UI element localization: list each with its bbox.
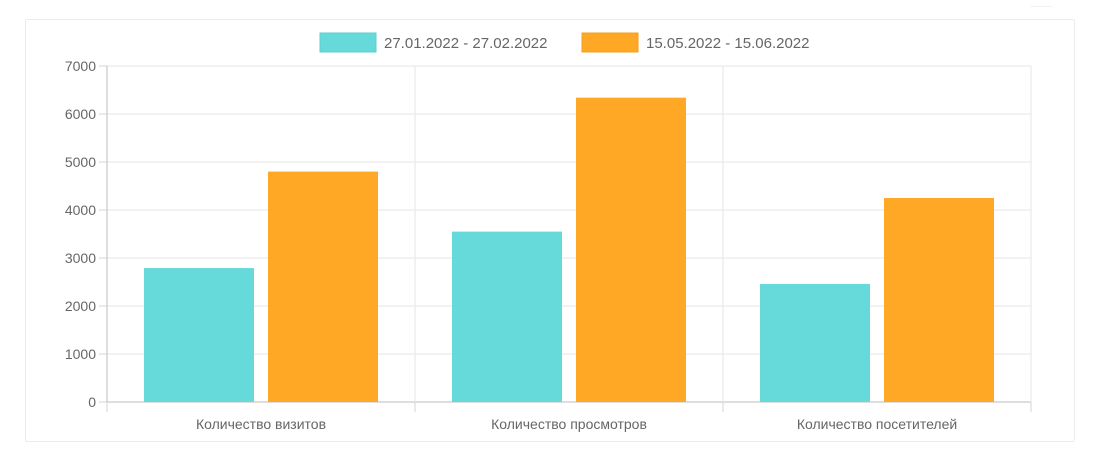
x-tick-label: Количество визитов: [196, 416, 326, 432]
bar: [268, 171, 378, 402]
bar: [576, 97, 686, 403]
y-tick-label: 5000: [65, 154, 96, 170]
chart-bars: [144, 97, 994, 403]
y-tick-label: 2000: [65, 298, 96, 314]
x-tick-label: Количество просмотров: [491, 416, 647, 432]
y-tick-label: 6000: [65, 106, 96, 122]
y-tick-label: 1000: [65, 346, 96, 362]
y-axis: 0 1000 2000 3000 4000 5000 6000 7000: [65, 58, 96, 410]
chart-legend: 27.01.2022 - 27.02.2022 15.05.2022 - 15.0…: [319, 32, 809, 53]
x-tick-label: Количество посетителей: [797, 416, 957, 432]
legend-label: 15.05.2022 - 15.06.2022: [646, 35, 809, 52]
legend-swatch: [319, 32, 377, 53]
corner-decoration: [1030, 0, 1052, 7]
bar: [760, 283, 870, 402]
bar: [452, 231, 562, 402]
chart-grid: [99, 65, 1032, 412]
legend-label: 27.01.2022 - 27.02.2022: [384, 35, 547, 52]
y-tick-label: 0: [88, 394, 96, 410]
y-tick-label: 4000: [65, 202, 96, 218]
y-tick-label: 7000: [65, 58, 96, 74]
x-axis: Количество визитов Количество просмотров К…: [196, 416, 957, 432]
bar: [884, 198, 994, 402]
bar: [144, 268, 254, 402]
legend-swatch: [581, 32, 639, 53]
y-tick-label: 3000: [65, 250, 96, 266]
